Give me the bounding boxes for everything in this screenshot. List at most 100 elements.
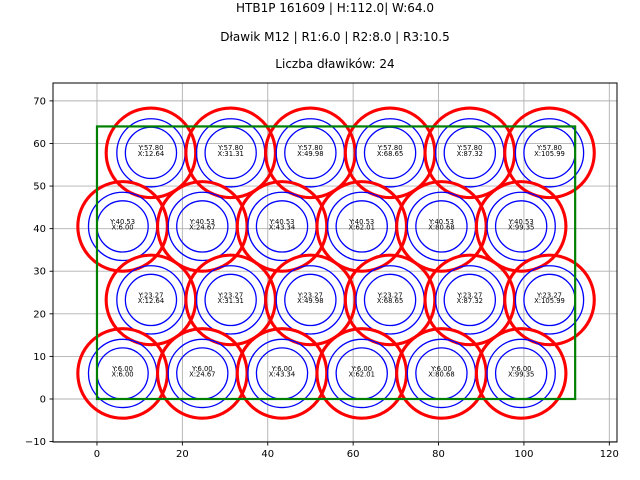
gland-circle-r3 xyxy=(264,106,357,200)
boundary-rect xyxy=(95,125,577,401)
axes-frame xyxy=(52,82,618,443)
gland-circle-r3 xyxy=(155,327,249,420)
y-axis-tick-label: 30 xyxy=(33,267,46,278)
gland-label-y: Y:40.53 xyxy=(508,218,534,226)
gland-circle-r3 xyxy=(104,106,198,200)
gland-circle-r1 xyxy=(363,273,417,327)
gland-circle-r3 xyxy=(423,106,517,200)
gland-label-x: X:6.00 xyxy=(112,371,134,379)
gland-label-y: Y:23.27 xyxy=(297,291,323,299)
gland-circle-r2 xyxy=(514,118,585,188)
gland-label-x: X:87.32 xyxy=(457,150,483,158)
gland-label-x: X:87.32 xyxy=(457,297,483,305)
gland-circle-r1 xyxy=(494,200,548,253)
y-axis-tick-label: −10 xyxy=(25,437,46,448)
gland-circle-r3 xyxy=(184,106,277,200)
gland-label-y: Y:23.27 xyxy=(377,291,403,299)
gland-label-x: X:24.67 xyxy=(189,371,215,379)
gland-circle-r2 xyxy=(486,338,556,409)
y-axis-tick-label: 70 xyxy=(33,96,46,107)
y-axis-tick-label: 40 xyxy=(33,224,46,235)
gland-label-y: Y:6.00 xyxy=(111,365,133,373)
gland-label-x: X:105.99 xyxy=(534,150,565,158)
axes-title-line2: Liczba dławików: 24 xyxy=(275,57,395,71)
y-axis-tick-label: 20 xyxy=(33,309,46,320)
gland-label-y: Y:57.80 xyxy=(536,144,562,152)
gland-circle-r1 xyxy=(415,200,468,253)
gland-circle-r3 xyxy=(76,180,169,273)
gland-label-y: Y:57.80 xyxy=(297,144,323,152)
y-axis-tick-label: 0 xyxy=(40,394,46,405)
gland-circle-r3 xyxy=(423,253,517,347)
gland-circle-r1 xyxy=(335,200,388,253)
gland-label-y: Y:40.53 xyxy=(348,218,374,226)
gland-label-y: Y:6.00 xyxy=(191,365,213,373)
gland-circle-r3 xyxy=(503,253,596,347)
gland-circle-r1 xyxy=(284,273,337,327)
gland-circle-r3 xyxy=(235,180,329,273)
gland-circle-r3 xyxy=(184,253,277,347)
gland-circle-r3 xyxy=(343,106,437,200)
gland-label-y: Y:57.80 xyxy=(137,144,163,152)
gland-label-y: Y:40.53 xyxy=(428,218,454,226)
gland-circle-r1 xyxy=(204,273,257,327)
gland-circle-r3 xyxy=(104,253,198,347)
y-axis-tick-label: 50 xyxy=(33,182,46,193)
gland-label-x: X:43.34 xyxy=(269,224,295,232)
gland-label-y: Y:6.00 xyxy=(430,365,452,373)
gland-circle-r3 xyxy=(264,253,357,347)
gland-label-y: Y:57.80 xyxy=(456,144,482,152)
gland-label-x: X:49.98 xyxy=(297,150,323,158)
gland-circle-r2 xyxy=(486,191,556,262)
x-axis-tick-label: 80 xyxy=(432,449,445,460)
gland-circle-r3 xyxy=(395,180,488,273)
x-axis-tick-label: 20 xyxy=(176,449,189,460)
gland-label-x: X:43.34 xyxy=(269,371,295,379)
gland-label-x: X:31.31 xyxy=(217,297,243,305)
gland-label-x: X:99.35 xyxy=(508,371,534,379)
gland-label-y: Y:6.00 xyxy=(350,365,372,373)
gland-circle-r1 xyxy=(443,273,497,327)
gland-circle-r1 xyxy=(124,273,178,327)
gland-label-x: X:24.67 xyxy=(189,224,215,232)
gland-circle-r3 xyxy=(155,180,249,273)
gland-label-x: X:80.68 xyxy=(428,224,454,232)
gland-label-x: X:31.31 xyxy=(217,150,243,158)
gland-label-x: X:62.01 xyxy=(349,224,375,232)
x-axis-tick-label: 120 xyxy=(600,449,619,460)
x-axis-tick-label: 0 xyxy=(94,449,100,460)
gland-label-x: X:12.64 xyxy=(138,297,164,305)
gland-label-x: X:68.65 xyxy=(377,150,403,158)
gland-circle-r3 xyxy=(474,180,568,273)
gland-circle-r3 xyxy=(395,327,488,420)
gland-circle-r3 xyxy=(235,327,329,420)
y-axis-tick-label: 60 xyxy=(33,139,46,150)
y-axis-tick-label: 10 xyxy=(33,352,46,363)
gland-label-y: Y:40.53 xyxy=(109,218,135,226)
gland-circle-r2 xyxy=(514,265,585,335)
gland-circle-r1 xyxy=(255,200,309,253)
gland-label-y: Y:23.27 xyxy=(217,291,243,299)
x-axis-tick-label: 100 xyxy=(514,449,533,460)
x-axis-tick-label: 40 xyxy=(261,449,274,460)
gland-label-x: X:12.64 xyxy=(138,150,164,158)
gland-circle-r3 xyxy=(76,327,169,420)
gland-label-x: X:80.68 xyxy=(428,371,454,379)
gland-label-y: Y:40.53 xyxy=(189,218,215,226)
gland-label-x: X:105.99 xyxy=(534,297,565,305)
gland-label-x: X:49.98 xyxy=(297,297,323,305)
gland-label-x: X:6.00 xyxy=(112,224,134,232)
gland-circle-r3 xyxy=(503,106,596,200)
gland-label-y: Y:40.53 xyxy=(269,218,295,226)
gland-label-x: X:62.01 xyxy=(349,371,375,379)
gland-label-y: Y:23.27 xyxy=(536,291,562,299)
gland-label-y: Y:6.00 xyxy=(271,365,293,373)
x-axis-tick-label: 60 xyxy=(347,449,360,460)
gland-label-x: X:68.65 xyxy=(377,297,403,305)
gland-circle-r3 xyxy=(474,327,568,420)
gland-circle-r3 xyxy=(315,327,409,420)
gland-label-y: Y:23.27 xyxy=(137,291,163,299)
gland-label-y: Y:23.27 xyxy=(456,291,482,299)
gland-label-x: X:99.35 xyxy=(508,224,534,232)
